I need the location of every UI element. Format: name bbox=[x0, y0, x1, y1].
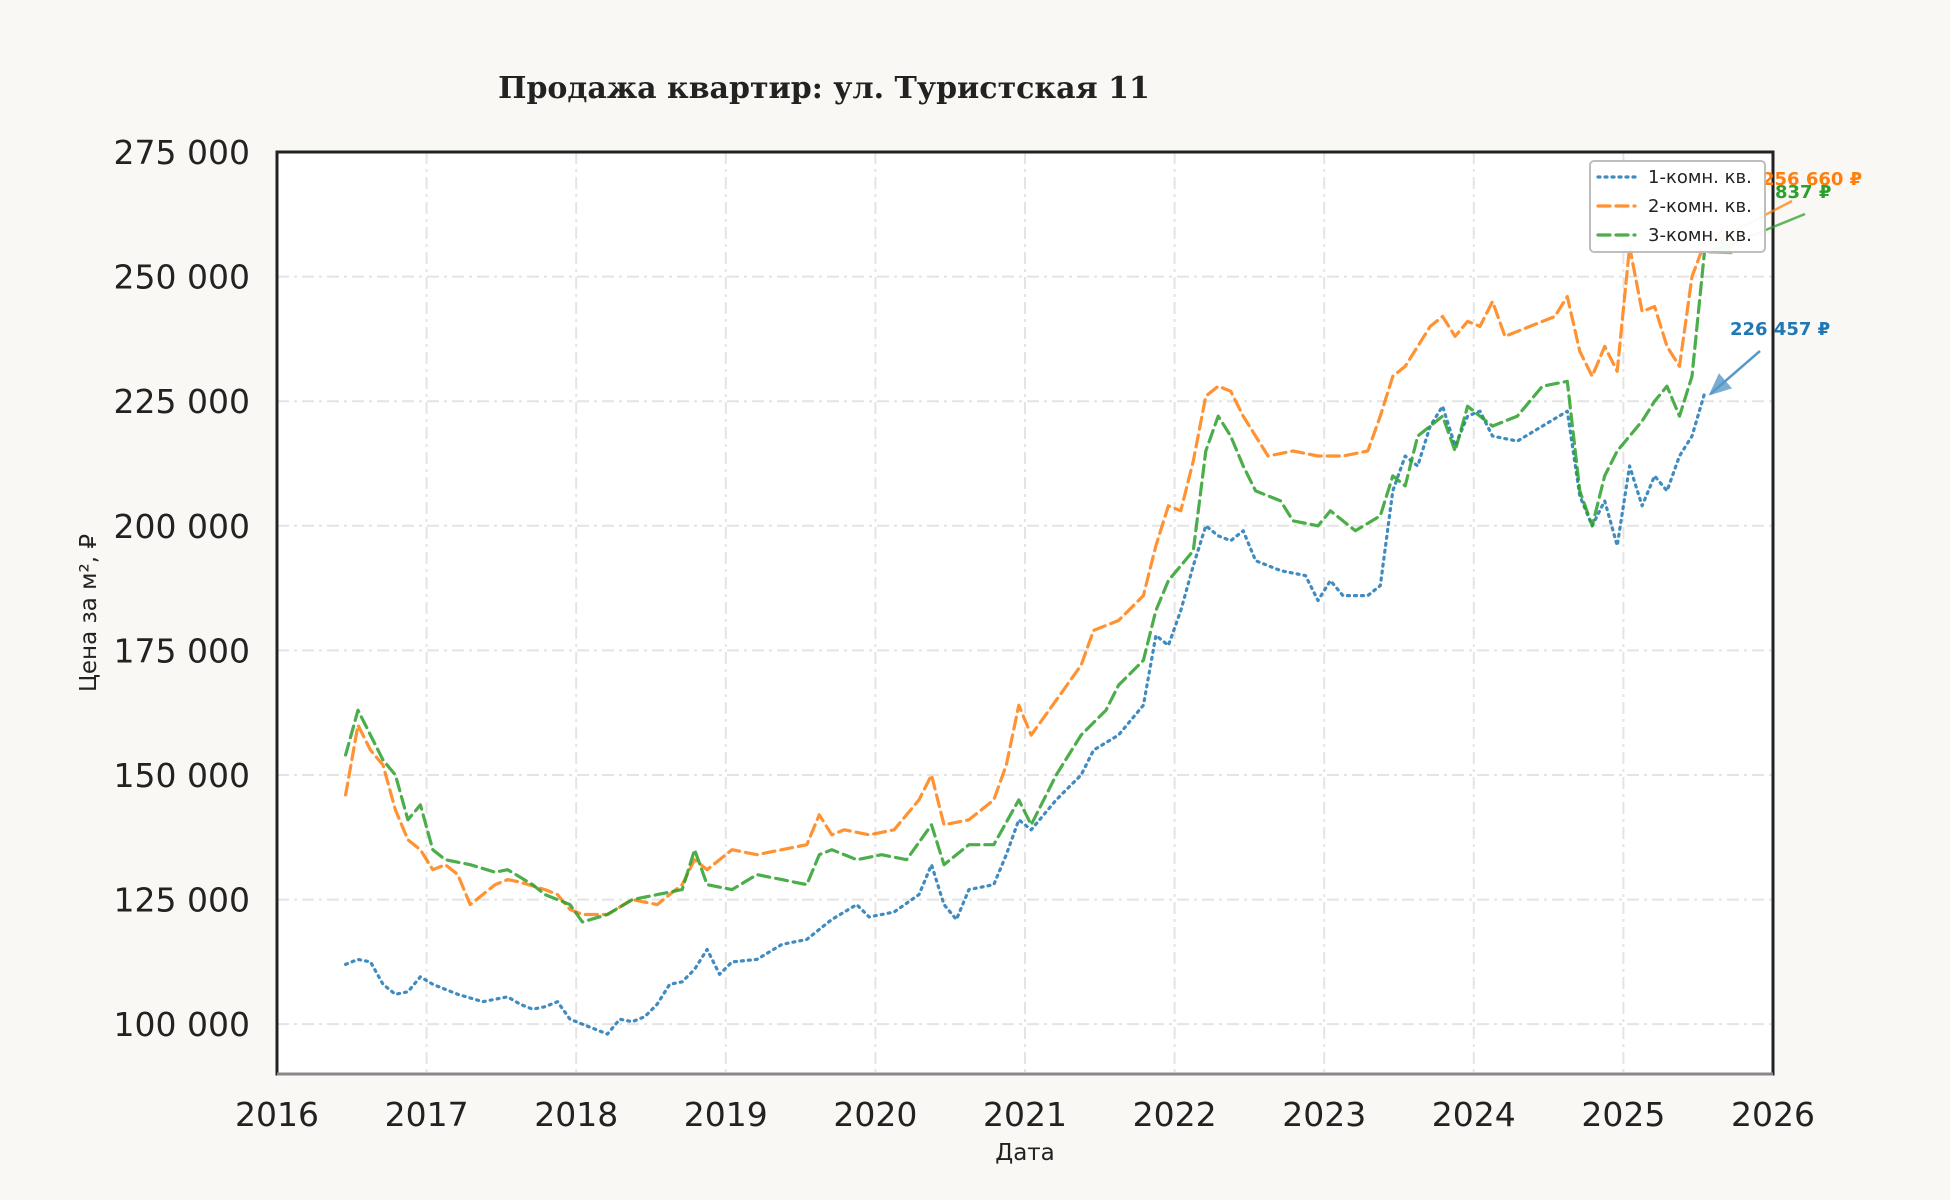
annotation-arrow bbox=[1708, 350, 1761, 396]
series-line-1 bbox=[344, 392, 1706, 1036]
series-line-2 bbox=[344, 241, 1706, 917]
y-axis-ticks: 100 000 125 000 150 000 175 000 200 000 225 0… bbox=[114, 133, 250, 1044]
annotation-label: 226 457 ₽ bbox=[1730, 319, 1830, 340]
y-tick-label: 200 000 bbox=[114, 507, 250, 546]
x-tick-label: 2019 bbox=[684, 1095, 768, 1134]
y-tick-label: 250 000 bbox=[114, 258, 250, 297]
chart-title: Продажа квартир: ул. Туристская 11 bbox=[498, 71, 1150, 106]
y-axis-label: Цена за м², ₽ bbox=[76, 534, 102, 692]
x-tick-label: 2024 bbox=[1432, 1095, 1516, 1134]
legend-label: 3-комн. кв. bbox=[1648, 225, 1752, 246]
annotation-label: 256 660 ₽ bbox=[1762, 169, 1862, 190]
x-tick-label: 2026 bbox=[1731, 1095, 1815, 1134]
x-tick-label: 2016 bbox=[235, 1095, 319, 1134]
legend-box bbox=[1589, 160, 1766, 253]
x-tick-label: 2023 bbox=[1282, 1095, 1366, 1134]
y-tick-label: 150 000 bbox=[114, 756, 250, 795]
y-tick-label: 275 000 bbox=[114, 133, 250, 172]
x-tick-label: 2018 bbox=[534, 1095, 618, 1134]
legend-label: 1-комн. кв. bbox=[1648, 167, 1752, 188]
x-tick-label: 2020 bbox=[833, 1095, 917, 1134]
series-line-3 bbox=[344, 250, 1706, 924]
y-tick-label: 225 000 bbox=[114, 382, 250, 421]
x-axis-label: Дата bbox=[995, 1140, 1055, 1166]
x-axis-ticks: 2016 2017 2018 2019 2020 2021 2022 2023 2024 2025… bbox=[235, 1095, 1815, 1134]
annotation-label: 837 ₽ bbox=[1775, 182, 1831, 203]
x-tick-label: 2025 bbox=[1581, 1095, 1665, 1134]
y-tick-label: 175 000 bbox=[114, 631, 250, 670]
x-tick-label: 2021 bbox=[983, 1095, 1067, 1134]
series-layer bbox=[344, 241, 1706, 1036]
last-value-annotations: 226 457 ₽ 256 660 ₽837 ₽ bbox=[1708, 169, 1862, 396]
x-tick-label: 2017 bbox=[385, 1095, 469, 1134]
y-tick-label: 100 000 bbox=[114, 1005, 250, 1044]
legend: 1-комн. кв. 2-комн. кв. 3-комн. кв. bbox=[1589, 160, 1766, 253]
y-tick-label: 125 000 bbox=[114, 881, 250, 920]
legend-label: 2-комн. кв. bbox=[1648, 196, 1752, 217]
x-tick-label: 2022 bbox=[1133, 1095, 1217, 1134]
